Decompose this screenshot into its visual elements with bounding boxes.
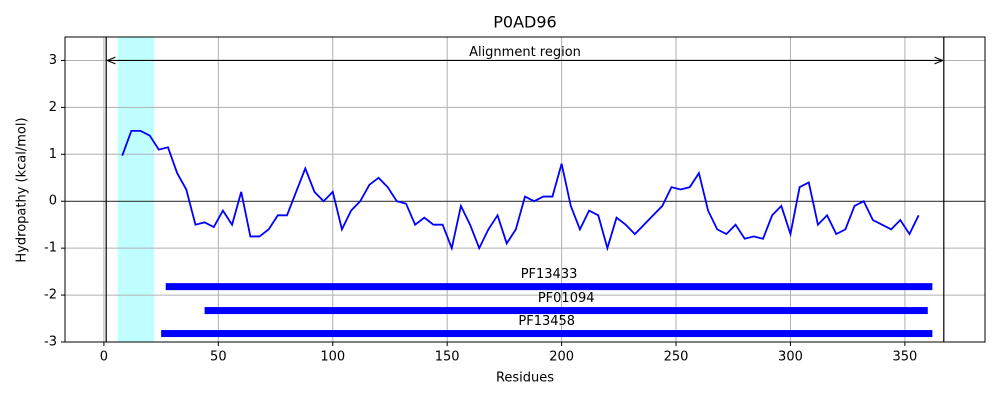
y-tick-label: 3 xyxy=(49,53,57,68)
y-tick-label: 1 xyxy=(49,147,57,162)
x-tick-label: 0 xyxy=(100,350,108,365)
x-tick-label: 200 xyxy=(549,350,574,365)
x-axis-label: Residues xyxy=(496,371,554,386)
x-tick-label: 350 xyxy=(892,350,917,365)
alignment-label: Alignment region xyxy=(469,45,581,60)
y-tick-label: -2 xyxy=(44,288,57,303)
domain-bar xyxy=(204,307,928,315)
y-tick-label: -1 xyxy=(44,241,57,256)
x-tick-label: 300 xyxy=(778,350,803,365)
y-tick-label: -3 xyxy=(44,335,57,350)
x-tick-label: 50 xyxy=(210,350,227,365)
domain-bar xyxy=(161,330,933,338)
hydropathy-line xyxy=(121,129,920,252)
x-tick-label: 150 xyxy=(435,350,460,365)
domain-label: PF01094 xyxy=(538,291,595,306)
x-tick-label: 250 xyxy=(664,350,689,365)
domain-bar xyxy=(165,283,933,291)
plot-frame xyxy=(64,36,986,343)
y-axis-label: Hydropathy (kcal/mol) xyxy=(15,117,30,262)
highlight-span xyxy=(117,37,155,342)
y-tick-label: 0 xyxy=(49,194,57,209)
chart-title: P0AD96 xyxy=(493,13,556,32)
y-tick-label: 2 xyxy=(49,100,57,115)
x-tick-label: 100 xyxy=(320,350,345,365)
domain-label: PF13458 xyxy=(518,314,575,329)
domain-label: PF13433 xyxy=(521,267,578,282)
